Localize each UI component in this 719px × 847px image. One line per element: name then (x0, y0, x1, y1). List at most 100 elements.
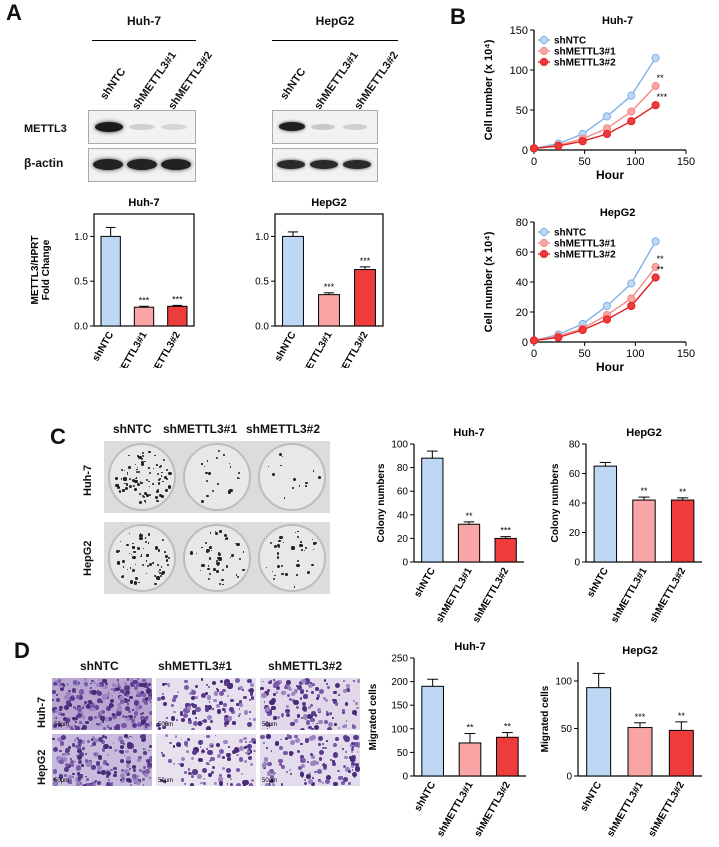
stained-cell (211, 770, 215, 774)
colony-dot (216, 561, 220, 566)
stained-cell (300, 717, 303, 720)
stained-cell (253, 749, 256, 753)
stained-cell (227, 757, 231, 762)
stained-cell (330, 758, 333, 761)
stained-cell (59, 750, 62, 753)
colony-dot (128, 454, 130, 457)
stained-cell (204, 707, 210, 712)
stained-cell (144, 716, 149, 721)
stained-cell (101, 748, 106, 752)
stained-cell (136, 721, 142, 728)
y-tick-label: 100 (391, 724, 408, 735)
data-point (651, 101, 660, 110)
series-line (533, 266, 657, 342)
colony-dot (134, 563, 137, 566)
stained-cell (272, 783, 276, 786)
colony-dot (155, 496, 159, 500)
significance-label: ** (657, 265, 665, 275)
stained-cell (300, 678, 306, 684)
data-point (602, 129, 612, 139)
stained-cell (338, 694, 340, 696)
stained-cell (252, 741, 256, 745)
stained-cell (356, 751, 359, 753)
stained-cell (137, 758, 142, 763)
x-tick-label: shMETTL3#2 (473, 780, 514, 839)
stained-cell (103, 760, 108, 765)
stained-cell (322, 697, 326, 701)
stained-cell (107, 778, 110, 781)
stained-cell (315, 696, 320, 701)
stained-cell (97, 736, 103, 742)
stained-cell (341, 748, 344, 751)
stained-cell (105, 770, 112, 777)
stained-cell (211, 680, 217, 686)
stained-cell (192, 750, 197, 755)
stained-cell (102, 679, 107, 684)
colony-dot (149, 471, 152, 474)
stained-cell (94, 706, 97, 709)
significance-label: ** (678, 711, 686, 721)
colony-dot (157, 570, 160, 573)
stained-cell (140, 712, 143, 716)
row-label-hepg2: HepG2 (36, 749, 48, 785)
stained-cell (125, 771, 131, 777)
colony-dot (139, 534, 143, 538)
stained-cell (249, 698, 252, 701)
stained-cell (106, 725, 109, 728)
colony-dot (207, 567, 210, 571)
stained-cell (126, 773, 128, 775)
x-tick-label: shNTC (579, 780, 605, 813)
stained-cell (247, 755, 253, 760)
stained-cell (130, 718, 135, 723)
stained-cell (144, 701, 149, 706)
stained-cell (218, 701, 224, 706)
colony-dot (306, 485, 308, 488)
colony-dot (139, 481, 141, 483)
colony-dot (161, 471, 163, 474)
stained-cell (308, 706, 311, 710)
stained-cell (261, 763, 267, 768)
bar (496, 736, 519, 777)
colony-dot (158, 465, 161, 468)
stained-cell (237, 714, 240, 717)
colony-dot (168, 471, 172, 475)
data-point (651, 53, 660, 63)
y-tick-label: 40 (516, 277, 528, 289)
stained-cell (204, 691, 208, 695)
stained-cell (270, 775, 275, 779)
colony-dot (154, 454, 156, 456)
stained-cell (318, 719, 323, 725)
stained-cell (238, 749, 240, 752)
stained-cell (278, 758, 283, 763)
stained-cell (350, 743, 356, 748)
stained-cell (228, 706, 235, 712)
colony-dot (141, 494, 145, 498)
colony-dot (206, 479, 209, 482)
condition-label: shMETTL3#2 (246, 422, 321, 436)
x-axis-label: Hour (596, 360, 624, 374)
colony-dot (140, 462, 145, 466)
stained-cell (121, 768, 125, 772)
colony-dot (143, 492, 147, 496)
colony-dot (305, 481, 308, 485)
stained-cell (157, 696, 162, 701)
stained-cell (226, 783, 229, 785)
stained-cell (126, 703, 129, 705)
stained-cell (314, 714, 317, 717)
colony-dot (145, 560, 148, 562)
stained-cell (185, 707, 190, 713)
stained-cell (106, 775, 109, 778)
data-point (627, 294, 636, 303)
stained-cell (315, 687, 320, 692)
stained-cell (92, 708, 96, 712)
stained-cell (223, 717, 229, 722)
stained-cell (323, 679, 327, 682)
colony-dot (132, 484, 136, 488)
stained-cell (86, 761, 92, 767)
y-tick-label: 40 (569, 499, 581, 510)
colony-dot (126, 543, 129, 546)
legend-label: shMETTL3#2 (554, 58, 616, 69)
colony-dot (156, 564, 159, 566)
stained-cell (109, 746, 112, 749)
colony-dot (219, 530, 223, 534)
